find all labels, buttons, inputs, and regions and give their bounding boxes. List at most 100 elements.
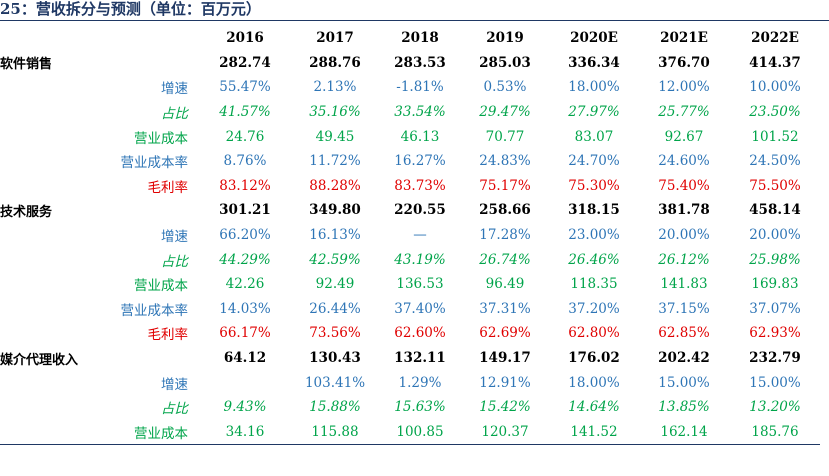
metric-row: 营业成本 42.26 92.49 136.53 96.49 118.35 141.83 169… — [0, 272, 820, 297]
year-header: 2016 — [226, 30, 264, 47]
metric-row: 占比 41.57% 35.16% 33.54% 29.47% 27.97% 25.77% 23… — [0, 100, 820, 125]
value-cell: 13.85% — [658, 399, 710, 416]
row-label: 占比 — [161, 106, 188, 123]
value-cell: 83.07 — [574, 128, 614, 145]
value-cell: 25.77% — [658, 104, 710, 121]
value-cell: 37.20% — [568, 300, 620, 317]
header-label-cell — [0, 26, 200, 51]
value-cell: 24.60% — [658, 153, 710, 170]
value-cell: 43.19% — [394, 251, 446, 268]
value-cell: 23.50% — [749, 104, 801, 121]
value-cell: 12.00% — [658, 79, 710, 96]
value-cell: 26.74% — [479, 251, 531, 268]
value-cell: 24.70% — [568, 153, 620, 170]
value-cell: 46.13 — [400, 128, 440, 145]
value-cell: — — [413, 227, 427, 244]
value-cell: 130.43 — [309, 350, 361, 367]
value-cell: 15.00% — [658, 374, 710, 391]
metric-row: 占比 44.29% 42.59% 43.19% 26.74% 26.46% 26.12% 25… — [0, 247, 820, 272]
metric-row: 营业成本 34.16 115.88 100.85 120.37 141.52 162.14 1… — [0, 419, 820, 446]
value-cell: 301.21 — [219, 202, 271, 219]
value-cell: 12.91% — [479, 374, 531, 391]
value-cell: 381.78 — [658, 202, 710, 219]
metric-row: 增速 66.20% 16.13% — 17.28% 23.00% 20.00% 20.00% — [0, 223, 820, 248]
value-cell: 88.28% — [309, 177, 361, 194]
row-label: 增速 — [161, 376, 188, 393]
value-cell: 11.72% — [309, 153, 361, 170]
value-cell: 132.11 — [394, 350, 446, 367]
value-cell: 26.12% — [658, 251, 710, 268]
value-cell: 282.74 — [219, 54, 271, 71]
value-cell: 37.40% — [394, 300, 446, 317]
value-cell: 15.63% — [394, 399, 446, 416]
value-cell: 25.98% — [749, 251, 801, 268]
value-cell: 285.03 — [479, 54, 531, 71]
value-cell: 9.43% — [223, 399, 267, 416]
value-cell: 62.69% — [479, 325, 531, 342]
row-label: 技术服务 — [0, 204, 53, 220]
year-header: 2018 — [401, 30, 439, 47]
value-cell: 18.00% — [568, 374, 620, 391]
value-cell: 83.12% — [219, 177, 271, 194]
value-cell: -1.81% — [396, 79, 444, 96]
row-label: 营业成本 — [134, 130, 188, 147]
value-cell: 15.42% — [479, 399, 531, 416]
value-cell — [200, 370, 290, 395]
value-cell: 16.13% — [309, 227, 361, 244]
title-rule — [0, 20, 829, 21]
value-cell: 118.35 — [570, 276, 618, 293]
value-cell: 15.88% — [309, 399, 361, 416]
value-cell: 62.85% — [658, 325, 710, 342]
value-cell: 75.50% — [749, 177, 801, 194]
metric-row: 增速 103.41% 1.29% 12.91% 18.00% 15.00% 15.00% — [0, 370, 820, 395]
value-cell: 0.53% — [483, 79, 527, 96]
section-row: 媒介代理收入 64.12 130.43 132.11 149.17 176.02 202.4… — [0, 346, 820, 371]
value-cell: 75.40% — [658, 177, 710, 194]
row-label: 占比 — [161, 253, 188, 270]
value-cell: 232.79 — [749, 350, 801, 367]
value-cell: 13.20% — [749, 399, 801, 416]
year-header: 2021E — [660, 30, 708, 47]
value-cell: 34.16 — [200, 419, 290, 446]
value-cell: 24.50% — [749, 153, 801, 170]
year-header: 2020E — [570, 30, 618, 47]
revenue-breakdown-table: 2016 2017 2018 2019 2020E 2021E 2022E 软件… — [0, 26, 820, 446]
value-cell: 349.80 — [309, 202, 361, 219]
value-cell: 318.15 — [568, 202, 620, 219]
value-cell: 115.88 — [290, 419, 380, 446]
metric-row: 毛利率 83.12% 88.28% 83.73% 75.17% 75.30% 75.40% 7… — [0, 174, 820, 199]
value-cell: 23.00% — [568, 227, 620, 244]
value-cell: 42.26 — [225, 276, 265, 293]
row-label: 营业成本率 — [120, 302, 189, 319]
value-cell: 20.00% — [658, 227, 710, 244]
value-cell: 35.16% — [309, 104, 361, 121]
value-cell: 26.46% — [568, 251, 620, 268]
value-cell: 75.17% — [479, 177, 531, 194]
value-cell: 283.53 — [394, 54, 446, 71]
row-label: 增速 — [161, 229, 188, 246]
value-cell: 62.60% — [394, 325, 446, 342]
metric-row: 增速 55.47% 2.13% -1.81% 0.53% 18.00% 12.00% 10.0… — [0, 75, 820, 100]
metric-row: 占比 9.43% 15.88% 15.63% 15.42% 14.64% 13.85% 13.… — [0, 395, 820, 420]
value-cell: 376.70 — [658, 54, 710, 71]
value-cell: 101.52 — [751, 128, 799, 145]
value-cell: 288.76 — [309, 54, 361, 71]
value-cell: 66.20% — [219, 227, 271, 244]
row-label: 增速 — [161, 81, 188, 98]
value-cell: 70.77 — [485, 128, 525, 145]
metric-row: 毛利率 66.17% 73.56% 62.60% 62.69% 62.80% 62.85% 6… — [0, 321, 820, 346]
value-cell: 15.00% — [749, 374, 801, 391]
value-cell: 8.76% — [223, 153, 267, 170]
header-row: 2016 2017 2018 2019 2020E 2021E 2022E — [0, 26, 820, 51]
value-cell: 14.03% — [219, 300, 271, 317]
year-header: 2017 — [316, 30, 354, 47]
value-cell: 62.93% — [749, 325, 801, 342]
section-row: 技术服务 301.21 349.80 220.55 258.66 318.15 381.78… — [0, 198, 820, 223]
value-cell: 2.13% — [313, 79, 357, 96]
value-cell: 62.80% — [568, 325, 620, 342]
value-cell: 18.00% — [568, 79, 620, 96]
row-label: 营业成本 — [134, 278, 188, 295]
year-header: 2019 — [486, 30, 524, 47]
value-cell: 27.97% — [568, 104, 620, 121]
value-cell: 458.14 — [749, 202, 801, 219]
